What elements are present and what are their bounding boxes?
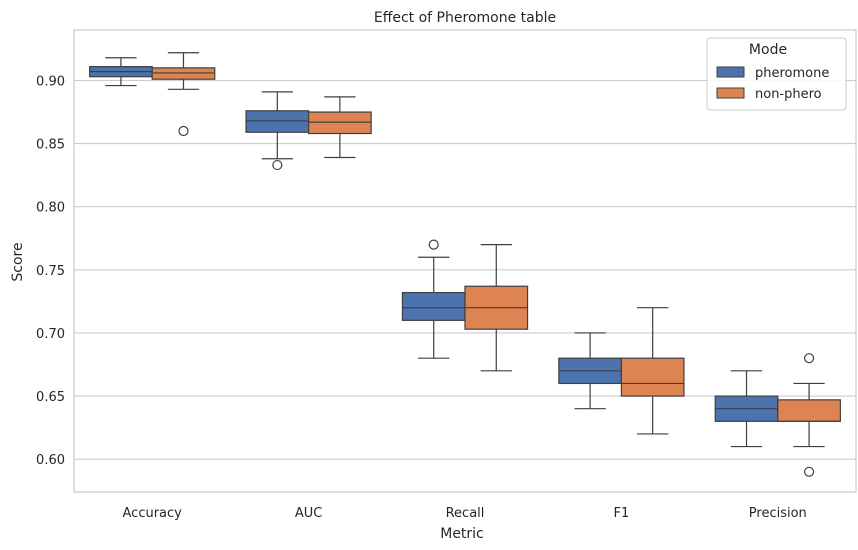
legend-swatch-pheromone xyxy=(716,66,745,78)
box xyxy=(777,399,841,422)
box-series xyxy=(89,52,841,477)
x-tick-label: Recall xyxy=(446,506,485,521)
legend: Mode pheromone non-phero xyxy=(706,37,847,111)
y-tick-label: 0.65 xyxy=(36,390,65,405)
x-tick-label: Precision xyxy=(749,506,807,521)
y-tick-label: 0.70 xyxy=(36,327,65,342)
chart-title: Effect of Pheromone table xyxy=(374,10,556,26)
outlier-point xyxy=(272,159,283,171)
box xyxy=(401,291,466,321)
y-tick-label: 0.60 xyxy=(36,453,65,468)
legend-label-non-phero: non-phero xyxy=(755,87,822,102)
box xyxy=(308,111,372,135)
outlier-point xyxy=(178,125,189,137)
box xyxy=(151,67,216,80)
y-tick-label: 0.75 xyxy=(36,264,65,279)
outlier-point xyxy=(803,353,815,364)
box xyxy=(245,110,310,133)
outlier-point xyxy=(803,466,815,477)
box xyxy=(620,357,685,397)
x-axis-label: Metric xyxy=(440,526,484,542)
outlier-point xyxy=(428,239,439,250)
x-tick-label: AUC xyxy=(295,506,323,521)
x-axis-ticks: Accuracy AUC Recall F1 Precision xyxy=(123,506,807,521)
x-tick-label: F1 xyxy=(614,506,630,521)
legend-title: Mode xyxy=(749,42,787,58)
y-axis-label: Score xyxy=(10,242,26,281)
legend-label-pheromone: pheromone xyxy=(755,66,829,81)
y-tick-label: 0.80 xyxy=(36,201,65,216)
x-tick-label: Accuracy xyxy=(123,506,183,521)
y-tick-label: 0.85 xyxy=(36,138,65,153)
legend-swatch-non-phero xyxy=(716,87,745,99)
y-axis-ticks: 0.60 0.65 0.70 0.75 0.80 0.85 0.90 xyxy=(36,74,65,468)
y-tick-label: 0.90 xyxy=(36,74,65,89)
